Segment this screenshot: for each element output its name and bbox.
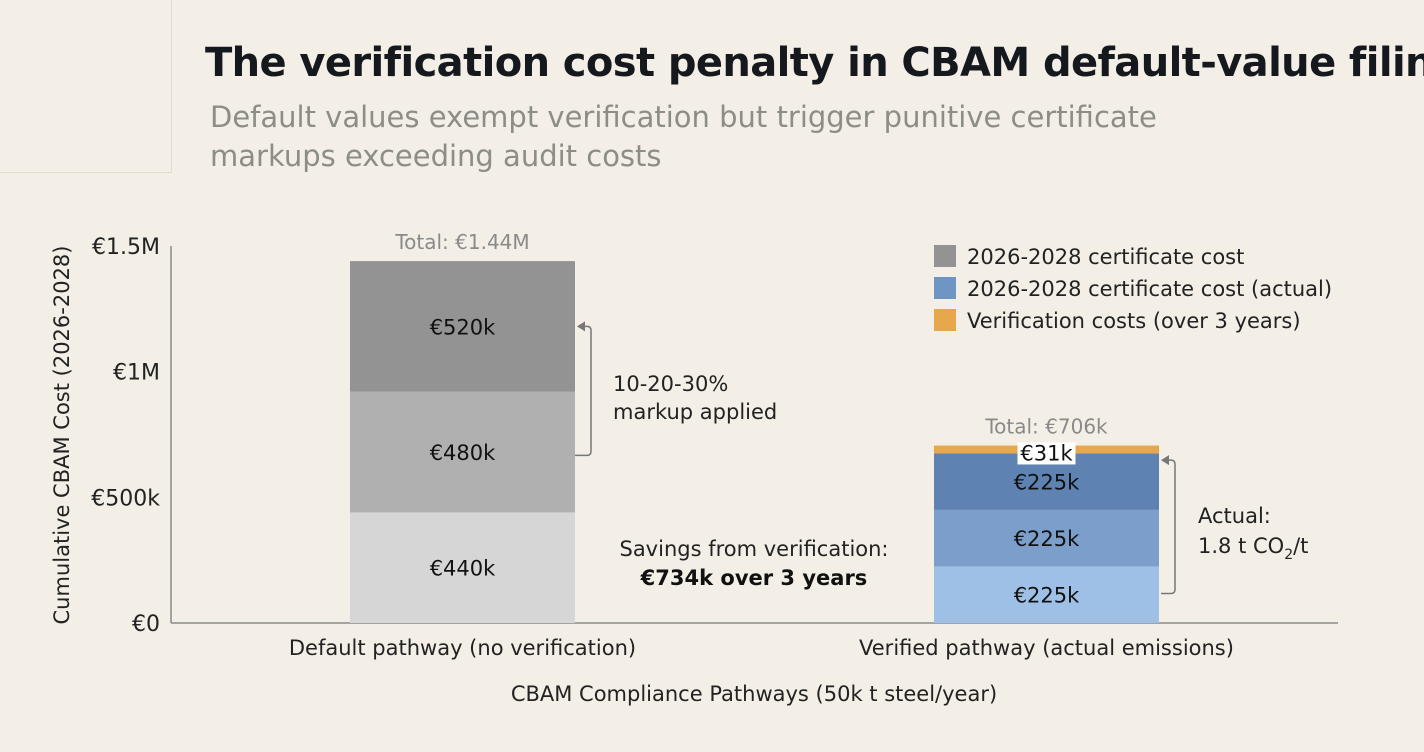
actual-annotation: Actual: [1198,504,1271,528]
y-tick-label: €500k [91,486,160,511]
legend-label: Verification costs (over 3 years) [967,309,1301,333]
data-label: €225k [1014,527,1080,551]
actual-bracket [1161,459,1176,595]
legend-label: 2026-2028 certificate cost [967,245,1244,269]
data-label: €520k [430,315,496,339]
x-axis-label: CBAM Compliance Pathways (50k t steel/ye… [511,682,997,706]
annotations: 10-20-30% markup applied Actual: 1.8 t CO2/… [575,321,1308,595]
legend: 2026-2028 certificate cost 2026-2028 cert… [934,245,1332,333]
bar-segment [350,391,575,513]
markup-bracket-arrow [577,321,585,332]
corner-frame [0,0,172,173]
bar-segment [350,512,575,623]
bar-total-label: Total: €1.44M [394,230,529,254]
data-label: €480k [430,441,496,465]
data-label: €225k [1014,584,1080,608]
chart-title: The verification cost penalty in CBAM de… [205,40,1424,86]
data-label: €440k [430,557,496,581]
legend-label: 2026-2028 certificate cost (actual) [967,277,1332,301]
markup-annotation: 10-20-30% [613,372,728,396]
legend-swatch [934,309,956,331]
bar-segment [350,261,575,392]
data-label: €31k [1020,441,1073,465]
markup-bracket [575,325,592,457]
chart-subtitle: Default values exempt verification but t… [210,100,1157,173]
legend-swatch [934,245,956,267]
savings-annotation: Savings from verification: [619,537,888,561]
y-tick-label: €1.5M [92,235,160,260]
bar-segment [934,509,1159,567]
data-label: €225k [1014,471,1080,495]
bar-segment [934,566,1159,623]
bars: €440k €480k €520k Total: €1.44M Default path… [289,230,1234,660]
savings-annotation-value: €734k over 3 years [640,566,868,590]
legend-swatch [934,277,956,299]
y-axis-label: Cumulative CBAM Cost (2026-2028) [50,246,74,625]
y-tick-label: €0 [132,612,160,637]
data-label-background [1017,442,1076,465]
y-tick-label: €1M [113,361,160,386]
axes: €0 €500k €1M €1.5M Cumulative CBAM Cost (202… [50,235,1338,706]
x-tick-label: Default pathway (no verification) [289,636,636,660]
actual-annotation-value: 1.8 t CO2/t [1198,534,1308,563]
bar-total-label: Total: €706k [984,415,1108,439]
markup-annotation: markup applied [613,400,777,424]
x-tick-label: Verified pathway (actual emissions) [859,636,1234,660]
actual-bracket-arrow [1161,455,1169,466]
